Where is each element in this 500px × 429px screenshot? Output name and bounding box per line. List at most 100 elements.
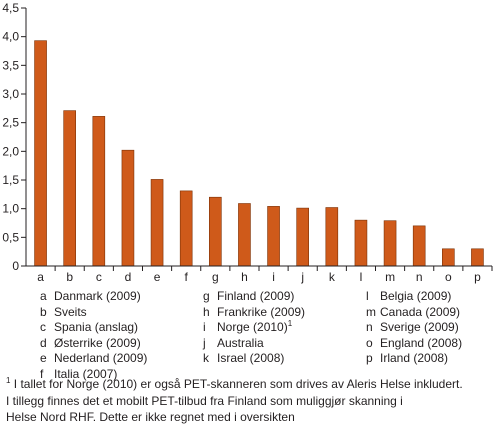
legend-key: g <box>203 289 210 303</box>
legend-label: Sverige (2009) <box>380 320 459 334</box>
y-tick-label: 1,5 <box>2 173 19 187</box>
legend-key: j <box>203 335 206 350</box>
footnote-line-3: Helse Nord RHF. Dette er ikke regnet med… <box>6 410 295 424</box>
y-tick-label: 0,5 <box>2 230 19 244</box>
legend-label: Australia <box>217 335 264 350</box>
y-tick-label: 3,0 <box>2 87 19 101</box>
legend-label: Irland (2008) <box>380 351 449 365</box>
bar-h <box>238 203 251 267</box>
x-tick-label-k: k <box>329 270 336 284</box>
legend-key: k <box>203 351 209 365</box>
legend-label: Nederland (2009) <box>54 351 148 365</box>
legend-key: c <box>40 320 46 334</box>
bar-e <box>150 179 164 267</box>
footnote-line-1: 1 I tallet for Norge (2010) er også PET-… <box>6 376 496 393</box>
x-tick-label-h: h <box>241 270 248 284</box>
bar-b <box>63 110 76 267</box>
bar-p <box>471 248 484 267</box>
legend-item-d: d Østerrike (2009) <box>40 336 147 352</box>
y-tick-label: 2,0 <box>2 144 19 158</box>
legend-item-i: i Norge (2010)1 <box>203 320 305 336</box>
y-tick-label: 0 <box>12 259 19 273</box>
legend-label: Belgia (2009) <box>380 289 452 303</box>
x-tick-label-a: a <box>37 270 44 284</box>
x-tick-label-p: p <box>474 270 481 284</box>
legend-key: o <box>366 335 373 350</box>
legend-key: e <box>40 351 47 365</box>
legend-key: f <box>40 366 44 381</box>
x-tick-label-c: c <box>96 270 102 284</box>
legend-item-k: k Israel (2008) <box>203 351 305 367</box>
bar-k <box>325 207 339 267</box>
legend-column-3: l Belgia (2009) m Canada (2009) n Sverige (20… <box>366 289 462 367</box>
legend-key: l <box>366 289 369 303</box>
bar-i <box>267 206 280 267</box>
y-tick-label: 4,5 <box>2 1 19 15</box>
legend-key: m <box>366 304 376 319</box>
bar-j <box>296 207 309 267</box>
y-tick-label: 3,5 <box>2 58 19 72</box>
footnote-line-2: I tillegg finnes det et mobilt PET-tilbu… <box>6 393 403 408</box>
legend-item-h: h Frankrike (2009) <box>203 305 305 321</box>
legend-item-b: b Sveits <box>40 305 147 321</box>
x-tick-label-o: o <box>445 270 452 284</box>
legend-label: Spania (anslag) <box>54 320 139 334</box>
legend-footnote-marker: 1 <box>287 319 293 328</box>
legend-key: b <box>40 304 47 319</box>
bar-c <box>92 116 106 267</box>
legend-key: d <box>40 335 47 350</box>
legend-label: Finland (2009) <box>217 289 295 303</box>
legend-label: Sveits <box>54 304 87 319</box>
legend-key: i <box>203 320 206 334</box>
legend-label: England (2008) <box>380 335 463 350</box>
legend-item-g: g Finland (2009) <box>203 289 305 305</box>
y-tick-label: 1,0 <box>2 202 19 216</box>
legend-item-f: f Italia (2007) <box>40 367 147 383</box>
footnote-marker: 1 <box>6 376 11 385</box>
bar-a <box>34 40 47 267</box>
legend-key: a <box>40 289 47 303</box>
bar-l <box>354 219 368 267</box>
bar-m <box>383 220 397 267</box>
footnote: 1 I tallet for Norge (2010) er også PET-… <box>6 376 496 426</box>
legend-item-m: m Canada (2009) <box>366 305 462 321</box>
bar-f <box>179 190 193 267</box>
legend-item-l: l Belgia (2009) <box>366 289 462 305</box>
legend-item-o: o England (2008) <box>366 336 462 352</box>
x-tick-label-d: d <box>125 270 132 284</box>
x-tick-label-b: b <box>66 270 73 284</box>
legend-label: Canada (2009) <box>380 304 461 319</box>
legend-label: Østerrike (2009) <box>54 335 141 350</box>
legend-label: Norge (2010) <box>217 320 288 334</box>
x-tick-label-j: j <box>300 270 304 284</box>
legend-item-c: c Spania (anslag) <box>40 320 147 336</box>
legend-label: Frankrike (2009) <box>217 304 306 319</box>
x-tick-label-f: f <box>185 270 189 284</box>
bar-g <box>209 196 222 267</box>
x-tick-label-n: n <box>416 270 423 284</box>
legend-column-2: g Finland (2009) h Frankrike (2009) i Norge (… <box>203 289 305 367</box>
legend-item-e: e Nederland (2009) <box>40 351 147 367</box>
x-tick-label-g: g <box>212 270 219 284</box>
bar-chart: 0 0,5 1,0 1,5 2,0 2,5 3,0 3,5 4,0 4,5 a b c d e f g h i j k… <box>2 1 493 284</box>
legend-item-j: j Australia <box>203 336 305 352</box>
legend-key: h <box>203 304 210 319</box>
legend-label: Israel (2008) <box>217 351 285 365</box>
x-tick-label-i: i <box>272 270 275 284</box>
x-tick-label-m: m <box>385 270 395 284</box>
bar-o <box>442 248 455 267</box>
footnote-text-1: I tallet for Norge (2010) er også PET-sk… <box>10 377 463 391</box>
x-tick-label-l: l <box>360 270 363 284</box>
x-axis: a b c d e f g h i j k l m n o p <box>26 265 493 284</box>
legend-label: Italia (2007) <box>54 366 118 381</box>
legend-item-p: p Irland (2008) <box>366 351 462 367</box>
bars-group <box>34 40 484 267</box>
legend-column-1: a Danmark (2009) b Sveits c Spania (anslag) d Ø… <box>40 289 147 382</box>
legend-key: p <box>366 351 373 365</box>
y-tick-label: 2,5 <box>2 116 19 130</box>
legend-item-n: n Sverige (2009) <box>366 320 462 336</box>
y-tick-label: 4,0 <box>2 30 19 44</box>
bar-n <box>412 225 426 267</box>
legend-key: n <box>366 320 373 334</box>
y-axis: 0 0,5 1,0 1,5 2,0 2,5 3,0 3,5 4,0 4,5 <box>2 1 27 273</box>
